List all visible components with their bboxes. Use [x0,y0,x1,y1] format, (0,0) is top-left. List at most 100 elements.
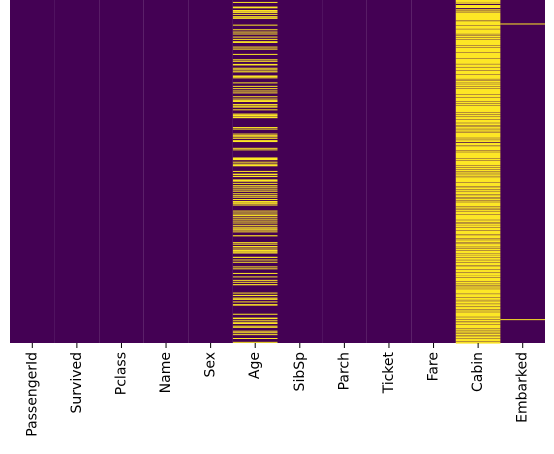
missing-cells [232,251,278,253]
missing-cells [232,247,278,249]
missing-cells [455,322,501,325]
missing-cells [232,170,278,172]
present-cells [10,0,55,343]
missing-cells [232,67,278,69]
missing-cells [455,74,501,79]
missing-cells [232,332,278,334]
missing-cells [232,147,278,149]
missing-cells [232,41,278,43]
missing-cells [232,326,278,328]
x-tick-label: Ticket [381,351,397,394]
missing-cells [455,178,501,183]
missing-cells [455,227,501,231]
missing-cells [232,11,278,13]
missing-cells [232,202,278,204]
missing-cells [232,38,278,40]
missing-cells [455,336,501,339]
missing-cells [232,71,278,73]
missing-cells [232,292,278,294]
x-tick-label: Cabin [470,352,486,392]
missing-cells [455,114,501,116]
missing-cells [455,192,501,195]
missing-cells [455,274,501,276]
present-cells [366,0,412,343]
missing-cells [232,137,278,139]
missing-cells [455,103,501,106]
missing-cells [232,304,278,306]
missing-cells [232,252,278,254]
missing-cells [455,255,501,258]
present-cells [188,0,233,343]
missing-cells [232,77,278,79]
missing-cells [232,243,278,245]
missing-cells [455,83,501,85]
missing-cells [455,275,501,277]
missing-cells [455,324,501,329]
present-cells [54,0,100,343]
missing-cells [455,312,501,317]
present-cells [500,0,545,343]
missing-cells [455,288,501,290]
missing-cells [455,300,501,302]
missing-cells [232,100,278,103]
missing-cells [455,235,501,239]
missing-cells [232,127,278,129]
missing-cells [232,85,278,87]
missing-cells [455,234,501,236]
x-tick-label: Survived [69,352,85,413]
missing-cells [232,188,278,190]
missing-cells [455,167,501,169]
missing-cells [455,287,501,289]
missing-cells [232,245,278,247]
missing-cells [455,138,501,140]
missing-cells [232,266,278,268]
missing-cells [232,259,278,261]
missing-cells [232,216,278,218]
missing-cells [455,20,501,22]
missing-cells [232,222,278,224]
missing-cells [232,320,278,322]
missing-cells [232,113,278,115]
missing-cells [455,266,501,270]
missing-cells [455,333,501,336]
x-tick-label: Embarked [515,352,531,423]
missing-cells [232,63,278,66]
missing-cells [455,276,501,278]
missing-cells [455,330,501,332]
missing-cells [232,88,278,90]
missing-cells [455,304,501,307]
missing-cells [455,197,501,199]
missing-cells [455,338,501,342]
missing-cells [455,79,501,81]
x-tick-label: PassengerId [24,352,40,437]
missing-cells [500,23,545,25]
missing-cells [455,35,501,38]
missing-cells [232,214,278,216]
missing-cells [232,140,278,143]
missing-cells [455,319,501,322]
missing-cells [232,200,278,202]
present-cells [322,0,367,343]
missing-cells [455,297,501,300]
missing-cells [455,84,501,87]
missing-cells [455,94,501,98]
missing-cells [455,269,501,271]
missing-cells [455,206,501,208]
missing-cells [455,151,501,153]
missing-cells [232,199,278,201]
missing-cells [455,174,501,176]
x-tick-label: Pclass [113,352,129,395]
missing-cells [232,10,278,12]
missing-cells [232,96,278,98]
missing-cells [455,238,501,240]
missing-cells [455,117,501,120]
missing-cells [232,10,278,12]
missing-cells [455,321,501,323]
missing-cells [455,115,501,117]
missing-cells [232,59,278,61]
missing-cells [455,176,501,178]
missing-cells [455,310,501,312]
missing-cells [232,294,278,297]
missing-cells [455,240,501,243]
missing-cells [232,24,278,26]
